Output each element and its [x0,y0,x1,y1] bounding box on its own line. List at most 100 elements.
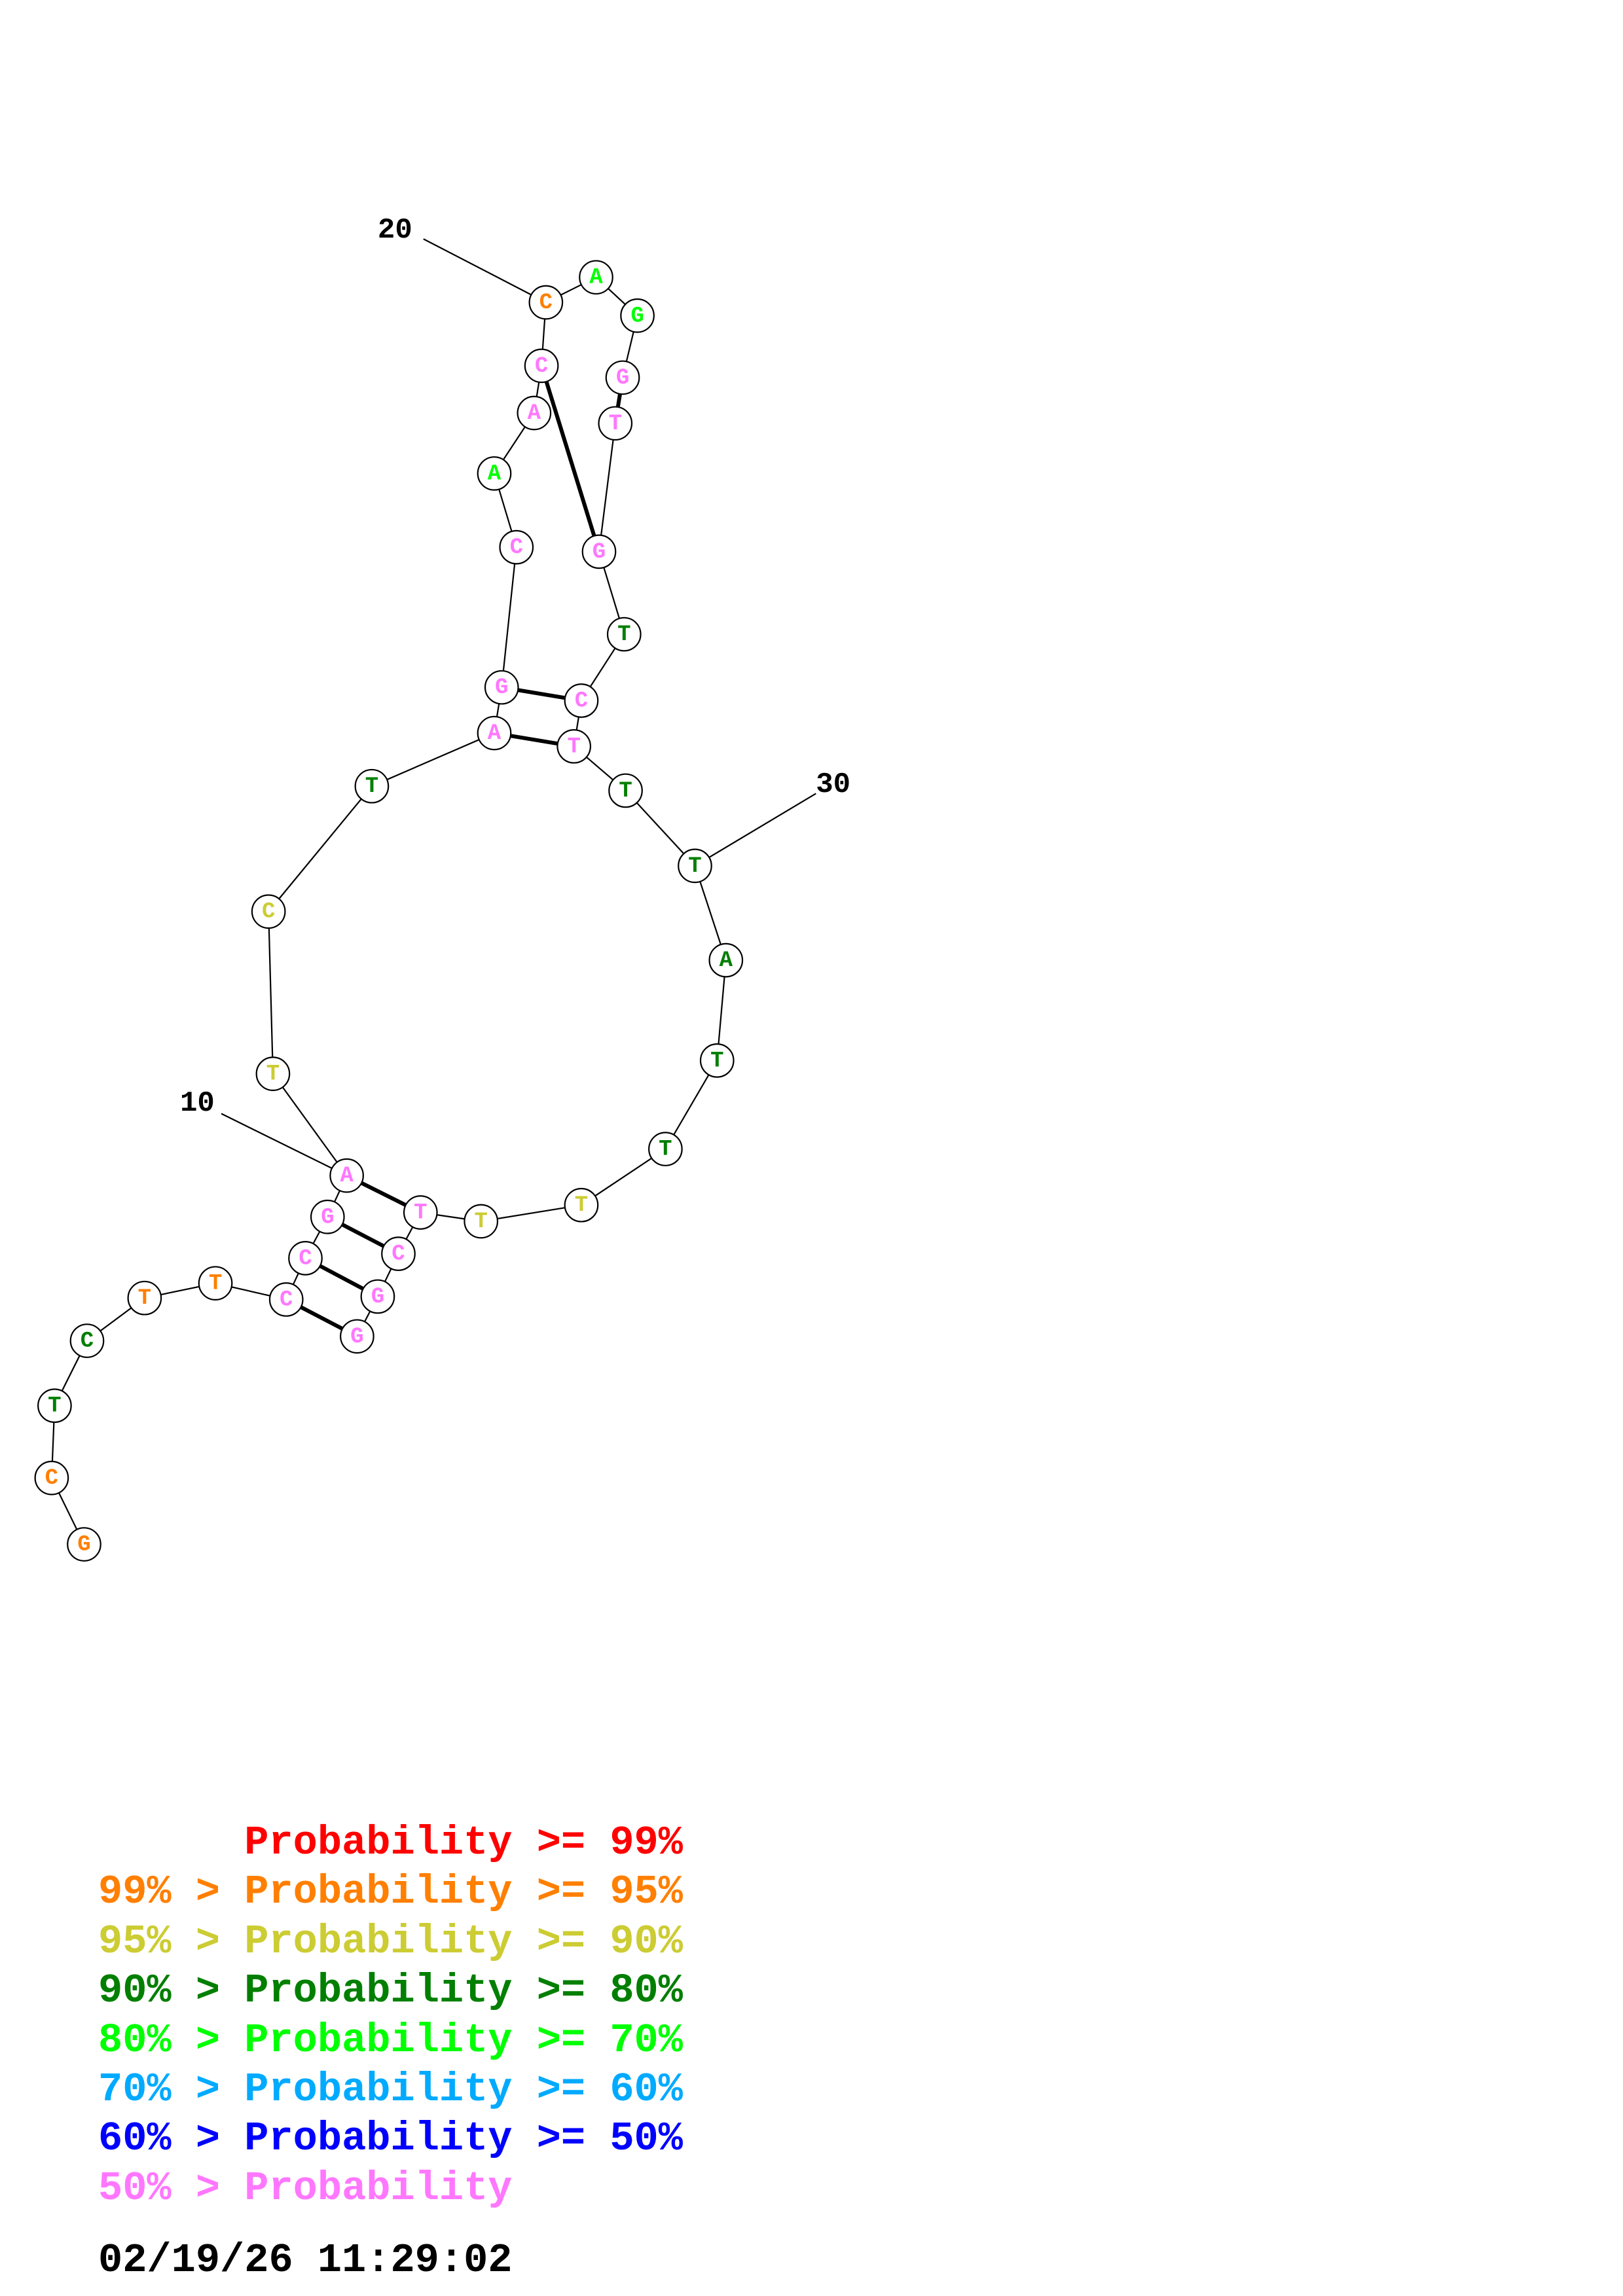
nucleotide-circle [67,1527,101,1562]
nucleotide: A [477,715,512,751]
nucleotide-circle [268,1282,304,1317]
legend-row: 50% > Probability [98,2164,683,2213]
nucleotide: C [564,683,599,718]
position-tick-line [694,793,816,867]
nucleotide-circle [37,1388,72,1424]
nucleotide: C [288,1241,323,1276]
nucleotide-base: G [616,366,629,391]
legend-threshold: 80% > [98,2017,245,2064]
backbone-segment [268,911,274,1074]
backbone-segment [371,732,495,787]
legend-label: Probability [244,2164,513,2212]
nucleotide: T [556,728,592,764]
nucleotide-circle [464,1204,499,1239]
base-pair-bond [539,365,601,552]
nucleotide: T [598,406,633,441]
legend-label: Probability >= 80% [244,1967,683,2015]
nucleotide: T [37,1388,72,1424]
nucleotide: T [606,617,642,652]
legend-threshold: 50% > [98,2164,245,2212]
nucleotide-base: T [575,1193,588,1218]
probability-legend: Probability >= 99% 99% > Probability >= 9… [98,1818,683,2213]
nucleotide: C [381,1236,416,1271]
nucleotide-circle [329,1158,364,1193]
nucleotide-circle [381,1236,416,1271]
legend-row: 60% > Probability >= 50% [98,2114,683,2163]
nucleotide-circle [620,298,655,333]
nucleotide-base: C [45,1466,58,1491]
position-labels: 10 20 30 [180,214,850,1120]
nucleotide-base: G [350,1325,363,1350]
nucleotide: A [579,260,613,295]
nucleotide-base: T [567,734,580,759]
nucleotide: C [528,285,564,320]
nucleotide-circle [517,395,552,431]
nucleotide-base: C [575,689,588,713]
nucleotide: T [403,1195,438,1230]
nucleotide-circle [605,360,640,395]
nucleotide-circle [598,406,633,441]
nucleotide-circle [564,683,599,718]
legend-label: Probability >= 60% [244,2066,683,2113]
legend-label: Probability >= 95% [244,1869,683,1916]
nucleotide-base: C [539,291,553,315]
position-label: 20 [378,214,412,247]
nucleotide: T [608,773,643,808]
nucleotide-circle [556,728,592,764]
nucleotide-circle [606,617,642,652]
nucleotide-base: A [589,266,603,291]
backbone-segment [272,1073,348,1176]
nucleotide-base: A [488,461,501,486]
legend-threshold [98,1820,244,1866]
nucleotide-base: G [630,304,644,329]
position-tick-line [221,1113,348,1177]
legend-label: Probability >= 90% [244,1918,683,1965]
legend-threshold: 70% > [98,2066,245,2113]
legend-row: 90% > Probability >= 80% [98,1966,683,2015]
nucleotide: A [708,942,744,978]
backbone-segment [268,785,373,912]
legend-label: Probability >= 50% [244,2115,683,2162]
nucleotide: C [499,529,534,565]
nucleotide-base: G [77,1533,90,1558]
nucleotide-base: A [340,1164,354,1189]
nucleotide-circle [678,848,712,884]
nucleotide: T [354,768,390,804]
nucleotide: G [67,1527,101,1562]
nucleotide: T [564,1187,599,1223]
nucleotide-base: C [535,354,548,379]
position-tick-lines [221,238,816,1177]
nucleotide-circle [198,1266,233,1301]
nucleotide-circle [648,1132,683,1166]
nucleotide-circle [403,1195,438,1230]
nucleotide-base: T [48,1394,61,1419]
nucleotide: T [255,1056,291,1091]
nucleotide-circle [499,529,534,565]
nucleotide-circle [127,1280,162,1316]
nucleotide: T [127,1280,162,1316]
nucleotide-circle [484,670,519,705]
position-tick-line [423,238,547,303]
position-label: 30 [816,768,850,801]
nucleotide: C [251,894,286,929]
nucleotide-base: C [299,1246,312,1271]
nucleotide: C [34,1460,69,1496]
nucleotide-base: C [262,900,275,925]
nucleotide-base: G [371,1285,384,1310]
legend-row: 70% > Probability >= 60% [98,2065,683,2114]
nucleotide: T [699,1043,735,1078]
nucleotide-circle [340,1319,374,1354]
nucleotide-base: T [659,1138,672,1162]
nucleotide-base: C [280,1287,293,1312]
nucleotide-circle [524,348,559,384]
backbone-segment [598,423,616,552]
timestamp: 02/19/26 11:29:02 [98,2237,513,2284]
legend-row: Probability >= 99% [98,1818,683,1867]
nucleotide-base: A [488,721,501,746]
nucleotide-circle [528,285,564,320]
position-label: 10 [180,1087,215,1120]
nucleotide-circle [579,260,613,295]
nucleotide-circle [564,1187,599,1223]
